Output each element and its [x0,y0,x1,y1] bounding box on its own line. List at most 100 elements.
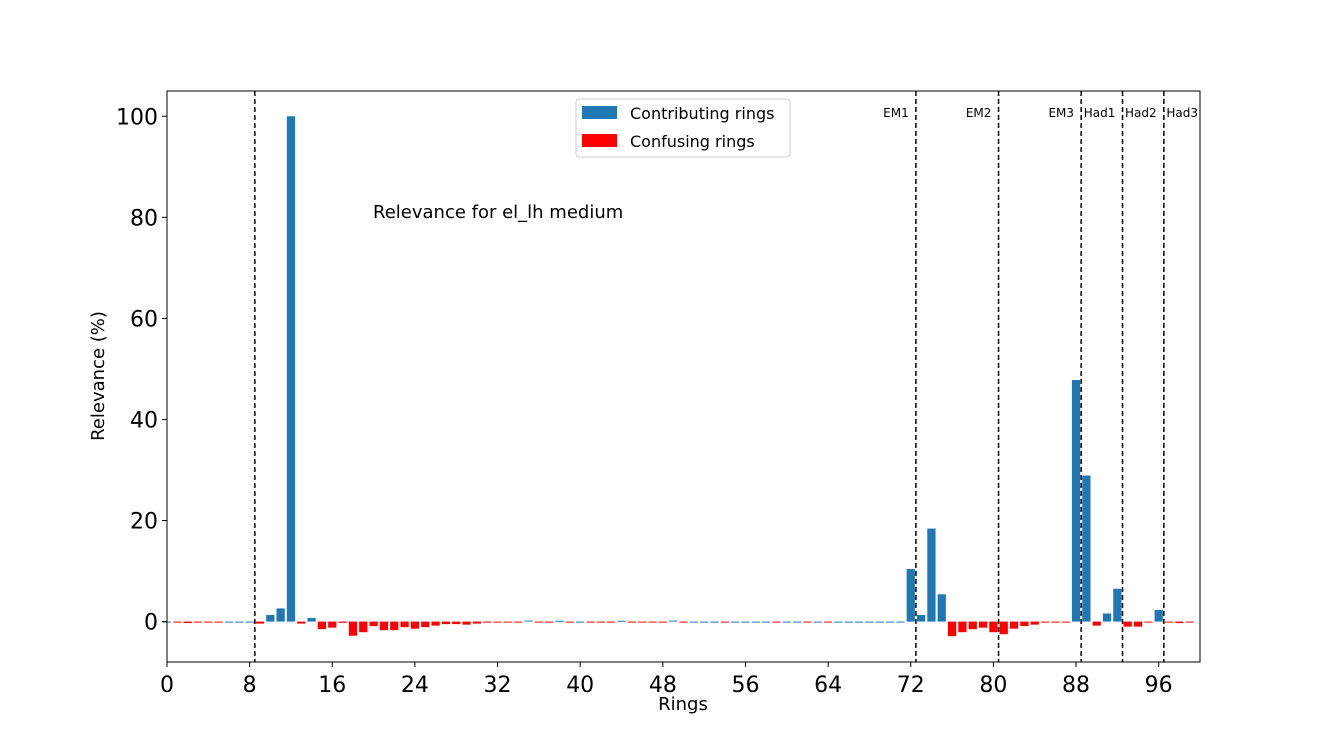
layer-label-em1: EM1 [883,106,909,120]
bar-ring-39 [565,621,575,623]
x-tick-label-40: 40 [566,673,594,698]
legend-label-confusing: Confusing rings [630,132,755,151]
y-tick-label-80: 80 [130,206,158,231]
bar-ring-84 [1030,621,1039,625]
bar-ring-26 [431,621,440,626]
bar-ring-55 [731,621,740,623]
bar-ring-51 [689,621,698,623]
plot-frame [166,90,1201,663]
bar-ring-78 [968,621,977,630]
bar-ring-71 [896,621,905,623]
bar-ring-67 [854,621,864,623]
bar-ring-82 [1009,621,1019,629]
bar-ring-79 [978,621,988,628]
x-ticks-group: 0 8 16 24 32 40 48 56 64 72 80 88 96 [160,662,1173,698]
bar-ring-88 [1071,380,1081,622]
x-tick-label-32: 32 [484,673,512,698]
bar-ring-61 [792,621,802,623]
x-tick-label-72: 72 [897,673,925,698]
bar-ring-40 [576,621,585,623]
bar-ring-47 [648,621,657,623]
bar-ring-42 [596,621,605,623]
bar-ring-18 [348,621,358,636]
x-tick-label-48: 48 [649,673,677,698]
bar-ring-85 [1040,621,1050,623]
chart-annotation: Relevance for el_lh medium [373,202,623,223]
x-tick-label-0: 0 [160,673,174,698]
bar-ring-91 [1102,613,1112,622]
y-axis-label: Relevance (%) [88,311,109,441]
bar-ring-37 [545,621,554,623]
bar-ring-9 [255,621,265,624]
bar-ring-80 [989,621,998,633]
bar-ring-63 [813,621,822,623]
bar-ring-64 [823,621,833,623]
bar-ring-76 [947,621,957,637]
bar-ring-93 [1123,621,1132,627]
bar-ring-94 [1133,621,1143,627]
x-tick-label-16: 16 [318,673,346,698]
x-tick-label-80: 80 [979,673,1007,698]
bar-ring-53 [710,621,719,623]
bar-ring-13 [297,621,306,624]
bar-ring-99 [1185,621,1194,623]
bar-ring-95 [1144,621,1153,623]
bar-ring-97 [1164,621,1174,623]
legend: Contributing rings Confusing rings [575,98,791,158]
bar-ring-14 [307,618,316,622]
bar-ring-15 [317,621,327,630]
bar-ring-12 [286,116,296,622]
bar-ring-98 [1175,621,1184,624]
bar-ring-21 [379,621,389,631]
bar-ring-7 [235,621,244,623]
bar-ring-29 [462,621,471,625]
bar-ring-46 [638,621,647,623]
layer-label-em2: EM2 [966,106,992,120]
bar-ring-8 [245,621,254,623]
bar-ring-70 [885,621,895,623]
bar-ring-72 [906,569,915,622]
bar-ring-62 [803,621,812,623]
bar-ring-6 [224,621,234,623]
y-tick-label-20: 20 [130,510,158,535]
bar-ring-90 [1092,621,1101,626]
bar-ring-36 [534,621,544,623]
bar-ring-23 [400,621,409,628]
plot-background [167,91,1200,662]
bars-group [162,116,1194,637]
bar-ring-41 [586,621,595,623]
y-tick-label-0: 0 [144,611,158,636]
bar-ring-20 [369,621,378,627]
bar-ring-35 [524,620,533,622]
bar-ring-57 [751,621,760,623]
bar-ring-77 [958,621,967,633]
bar-ring-65 [834,621,843,623]
bar-ring-4 [204,621,213,623]
bar-ring-38 [555,620,564,622]
y-ticks-group: 0 20 40 60 80 100 [116,105,167,636]
bar-ring-44 [617,620,626,622]
layer-label-em3: EM3 [1048,106,1074,120]
bar-ring-25 [421,621,430,628]
bar-ring-27 [441,621,451,625]
x-axis-label: Rings [658,694,708,715]
legend-swatch-contributing [582,106,617,119]
bar-ring-52 [700,621,709,623]
bar-ring-22 [390,621,399,631]
bar-ring-59 [772,621,781,623]
bar-ring-45 [627,621,636,623]
y-tick-label-40: 40 [130,408,158,433]
bar-ring-58 [762,621,771,623]
bar-ring-28 [452,621,461,625]
bar-ring-11 [276,608,285,622]
bar-ring-31 [483,621,492,623]
bar-ring-24 [410,621,420,629]
layer-boundaries-group [254,91,1165,662]
bar-ring-83 [1020,621,1029,627]
x-tick-label-56: 56 [731,673,759,698]
bar-ring-66 [844,621,853,623]
bar-ring-74 [927,528,936,622]
bar-ring-96 [1154,609,1163,622]
legend-label-contributing: Contributing rings [630,104,774,123]
y-tick-label-100: 100 [116,105,158,130]
